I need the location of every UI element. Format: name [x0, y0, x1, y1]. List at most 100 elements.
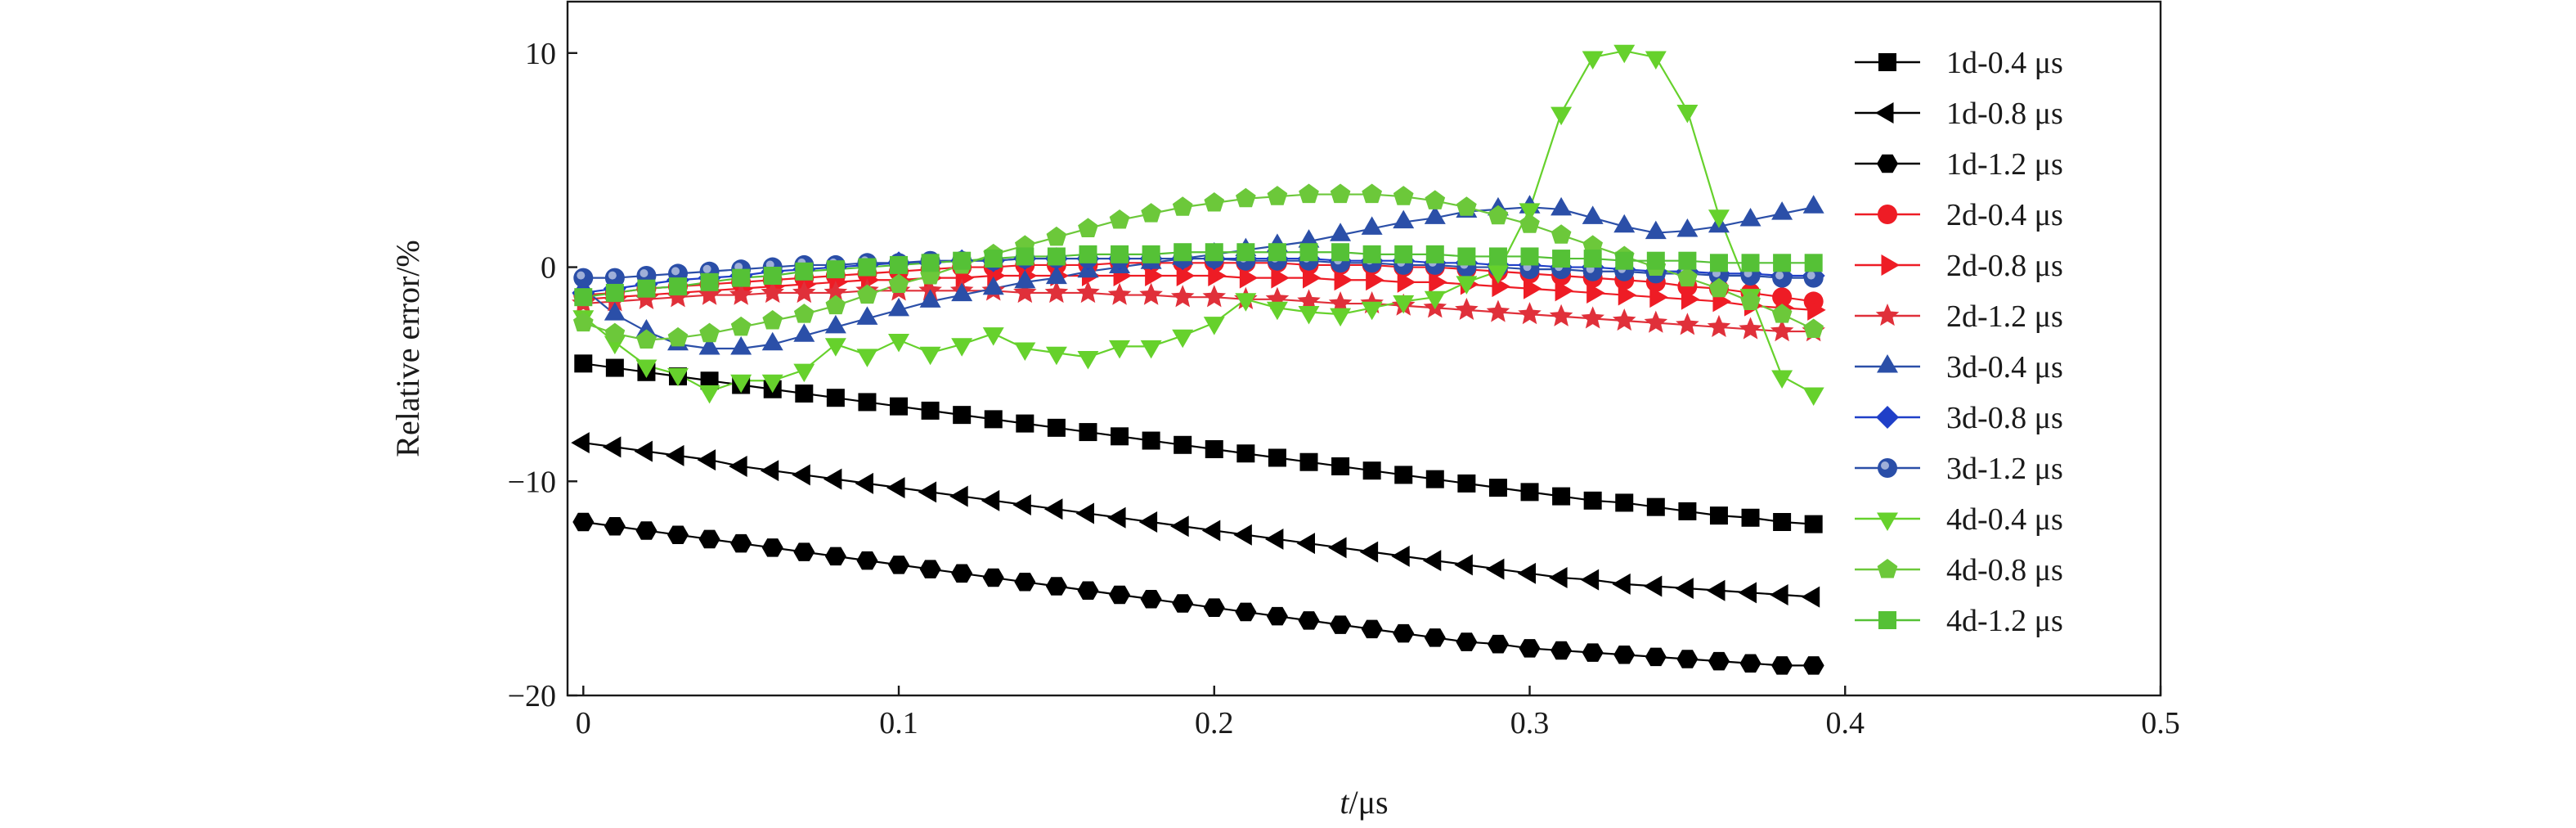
- data-point-s5-21: [1208, 265, 1227, 286]
- x-tick-label: 0.3: [1510, 706, 1550, 740]
- x-axis-title: t/μs: [1340, 784, 1388, 821]
- data-point-s6-15: [1013, 280, 1037, 304]
- legend-marker: [1878, 458, 1897, 478]
- data-point-s1-21: [1205, 440, 1223, 459]
- series-line-1: [583, 362, 1814, 525]
- data-point-s10-9: [824, 338, 846, 357]
- data-point-s10-34: [1613, 44, 1636, 64]
- data-point-s6-3: [635, 286, 658, 309]
- data-point-s11-10: [857, 284, 877, 304]
- data-point-s6-35: [1644, 310, 1668, 333]
- data-point-s12-12: [921, 254, 940, 272]
- data-point-s6-32: [1549, 304, 1573, 326]
- data-point-s12-5: [700, 272, 719, 291]
- data-point-s12-26: [1362, 245, 1381, 263]
- data-point-s12-18: [1111, 245, 1129, 263]
- data-point-s12-23: [1268, 243, 1286, 262]
- data-point-s12-6: [732, 268, 751, 287]
- data-point-s2-22: [1233, 524, 1252, 546]
- data-point-s7-28: [1424, 205, 1446, 224]
- data-point-s5-26: [1366, 269, 1384, 291]
- data-point-s3-34: [1613, 646, 1636, 664]
- legend-label: 2d-0.8 μs: [1946, 249, 2063, 283]
- data-point-s10-31: [1519, 203, 1541, 222]
- data-point-s5-30: [1492, 276, 1510, 298]
- data-point-s3-23: [1266, 606, 1288, 626]
- series-markers-10: [572, 44, 1824, 406]
- data-point-s7-32: [1551, 196, 1573, 216]
- data-point-s11-25: [1330, 183, 1351, 204]
- data-point-s10-40: [1802, 387, 1824, 406]
- data-point-s1-30: [1488, 479, 1507, 497]
- legend-label: 1d-0.8 μs: [1946, 97, 2063, 131]
- data-point-s10-30: [1487, 265, 1509, 284]
- data-point-s10-18: [1109, 340, 1131, 359]
- data-point-s7-38: [1739, 207, 1761, 227]
- series-markers-7: [572, 195, 1824, 355]
- data-point-s3-15: [1014, 573, 1036, 592]
- data-point-s3-26: [1361, 619, 1383, 639]
- data-point-s10-19: [1140, 340, 1162, 359]
- data-point-s12-29: [1457, 247, 1476, 266]
- legend: 1d-0.4 μs 1d-0.8 μs 1d-1.2 μs 2d-0.4 μs 2d-0…: [1855, 46, 2063, 638]
- data-point-s3-1: [572, 512, 595, 532]
- data-point-s6-16: [1044, 280, 1069, 304]
- legend-marker: [1877, 154, 1898, 173]
- data-point-s5-22: [1239, 267, 1259, 289]
- x-tick-label: 0.2: [1195, 706, 1234, 740]
- data-point-s3-4: [667, 525, 689, 544]
- data-point-s2-3: [634, 440, 653, 462]
- data-point-s3-8: [793, 542, 815, 561]
- data-point-s11-11: [888, 273, 909, 293]
- data-point-s2-17: [1075, 502, 1094, 524]
- data-point-s12-10: [858, 258, 877, 277]
- data-point-s12-39: [1773, 254, 1792, 272]
- data-point-s2-36: [1675, 578, 1694, 600]
- data-point-s6-18: [1107, 282, 1132, 305]
- data-point-s1-8: [795, 384, 814, 403]
- series-markers-3: [572, 512, 1824, 675]
- data-point-s7-25: [1330, 223, 1352, 241]
- series-line-7: [582, 206, 1814, 350]
- data-point-s7-40: [1802, 195, 1824, 214]
- data-point-s3-5: [698, 529, 720, 549]
- data-point-s10-15: [1014, 342, 1036, 361]
- data-point-s10-13: [951, 338, 973, 357]
- data-point-s6-17: [1076, 280, 1100, 304]
- data-point-s7-10: [856, 306, 878, 325]
- data-point-s11-21: [1204, 192, 1225, 212]
- data-point-s6-19: [1139, 282, 1163, 305]
- data-point-s7-14: [982, 276, 1004, 295]
- data-point-s12-24: [1299, 243, 1318, 262]
- data-point-s11-5: [699, 322, 720, 343]
- data-point-s3-3: [635, 521, 657, 540]
- data-point-s3-21: [1203, 598, 1225, 617]
- data-point-s3-36: [1676, 650, 1699, 668]
- data-point-s10-39: [1771, 370, 1793, 389]
- data-point-s3-17: [1077, 581, 1099, 601]
- data-point-s12-40: [1804, 254, 1823, 272]
- data-point-s11-16: [1046, 226, 1067, 246]
- data-point-s2-39: [1770, 584, 1788, 605]
- data-point-s7-3: [635, 319, 657, 338]
- plot-frame: [566, 0, 2162, 697]
- data-point-s6-29: [1455, 297, 1479, 321]
- data-point-s2-27: [1391, 545, 1410, 567]
- data-point-s10-11: [888, 334, 910, 353]
- data-point-s3-35: [1645, 647, 1667, 667]
- data-point-s11-19: [1141, 203, 1161, 223]
- legend-marker: [1878, 205, 1897, 224]
- legend-marker: [1877, 354, 1898, 373]
- data-point-s1-32: [1552, 487, 1571, 506]
- data-point-s1-31: [1520, 483, 1539, 502]
- data-point-s10-28: [1424, 290, 1446, 310]
- legend-item-2: 1d-0.8 μs: [1855, 97, 2063, 131]
- data-point-s11-36: [1677, 267, 1698, 287]
- data-point-s3-9: [824, 547, 846, 566]
- data-point-s12-35: [1646, 251, 1665, 270]
- series-line-10: [582, 50, 1815, 394]
- legend-label: 4d-0.8 μs: [1946, 553, 2063, 587]
- series-line-3: [583, 520, 1814, 667]
- data-point-s12-37: [1709, 254, 1728, 272]
